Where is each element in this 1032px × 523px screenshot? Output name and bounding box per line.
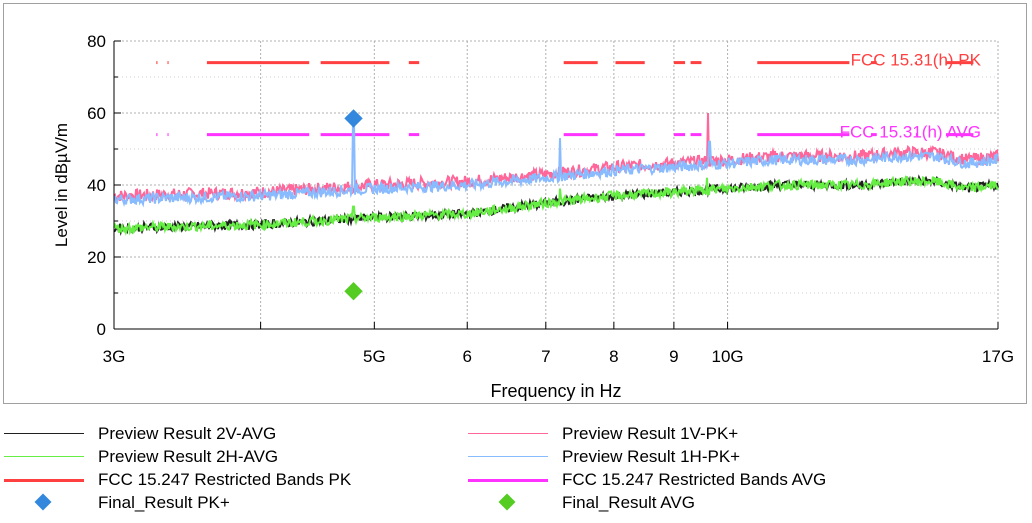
- legend-label: Preview Result 1H-PK+: [562, 447, 740, 467]
- x-tick-label: 3G: [103, 347, 126, 366]
- y-tick-label: 20: [87, 248, 106, 267]
- final-result-marker: [344, 109, 362, 127]
- legend-swatch: [4, 447, 84, 467]
- legend-item: Preview Result 2V-AVG: [4, 424, 276, 444]
- y-axis-label: Level in dBµV/m: [52, 123, 71, 247]
- legend-item: Final_Result AVG: [468, 493, 695, 513]
- y-tick-label: 40: [87, 176, 106, 195]
- legend-item: FCC 15.247 Restricted Bands AVG: [468, 470, 826, 490]
- x-tick-label: 7: [541, 347, 550, 366]
- legend-line-icon: [468, 456, 548, 457]
- x-tick-label: 5G: [363, 347, 386, 366]
- x-tick-label: 6: [463, 347, 472, 366]
- legend-label: Final_Result PK+: [98, 493, 230, 513]
- legend-swatch: [4, 424, 84, 444]
- legend-diamond-icon: [35, 494, 52, 511]
- legend-label: Preview Result 2V-AVG: [98, 424, 276, 444]
- legend-label: Final_Result AVG: [562, 493, 695, 513]
- legend-swatch: [4, 470, 84, 490]
- legend-swatch: [468, 470, 548, 490]
- legend-line-icon: [468, 479, 548, 482]
- legend-swatch: [4, 493, 84, 513]
- chart-legend: Preview Result 2V-AVG Preview Result 1V-P…: [0, 424, 1032, 520]
- x-axis-label: Frequency in Hz: [490, 381, 621, 401]
- legend-diamond-icon: [499, 494, 516, 511]
- y-tick-label: 60: [87, 104, 106, 123]
- legend-line-icon: [4, 456, 84, 457]
- final-result-marker: [344, 282, 362, 300]
- legend-item: Preview Result 1V-PK+: [468, 424, 738, 444]
- limit-annotation: FCC 15.31(h) PK: [851, 51, 982, 70]
- legend-label: FCC 15.247 Restricted Bands AVG: [562, 470, 826, 490]
- legend-line-icon: [468, 433, 548, 434]
- x-tick-label: 10G: [712, 347, 744, 366]
- legend-item: FCC 15.247 Restricted Bands PK: [4, 470, 351, 490]
- y-tick-label: 80: [87, 32, 106, 51]
- legend-item: Preview Result 2H-AVG: [4, 447, 278, 467]
- chart-plot: 0 20 40 60 80 3G 5G 6 7 8 9 10G 17G Frequency in Hz Le…: [4, 4, 1028, 405]
- legend-label: Preview Result 1V-PK+: [562, 424, 738, 444]
- limit-annotation: FCC 15.31(h) AVG: [840, 123, 981, 142]
- legend-item: Preview Result 1H-PK+: [468, 447, 740, 467]
- chart-frame: 0 20 40 60 80 3G 5G 6 7 8 9 10G 17G Frequency in Hz Le…: [3, 3, 1027, 404]
- x-tick-label: 17G: [982, 347, 1014, 366]
- legend-swatch: [468, 424, 548, 444]
- legend-line-icon: [4, 479, 84, 482]
- legend-label: Preview Result 2H-AVG: [98, 447, 278, 467]
- legend-line-icon: [4, 433, 84, 434]
- x-tick-label: 8: [609, 347, 618, 366]
- legend-swatch: [468, 493, 548, 513]
- y-tick-label: 0: [97, 320, 106, 339]
- legend-item: Final_Result PK+: [4, 493, 230, 513]
- legend-label: FCC 15.247 Restricted Bands PK: [98, 470, 351, 490]
- legend-swatch: [468, 447, 548, 467]
- x-tick-label: 9: [669, 347, 678, 366]
